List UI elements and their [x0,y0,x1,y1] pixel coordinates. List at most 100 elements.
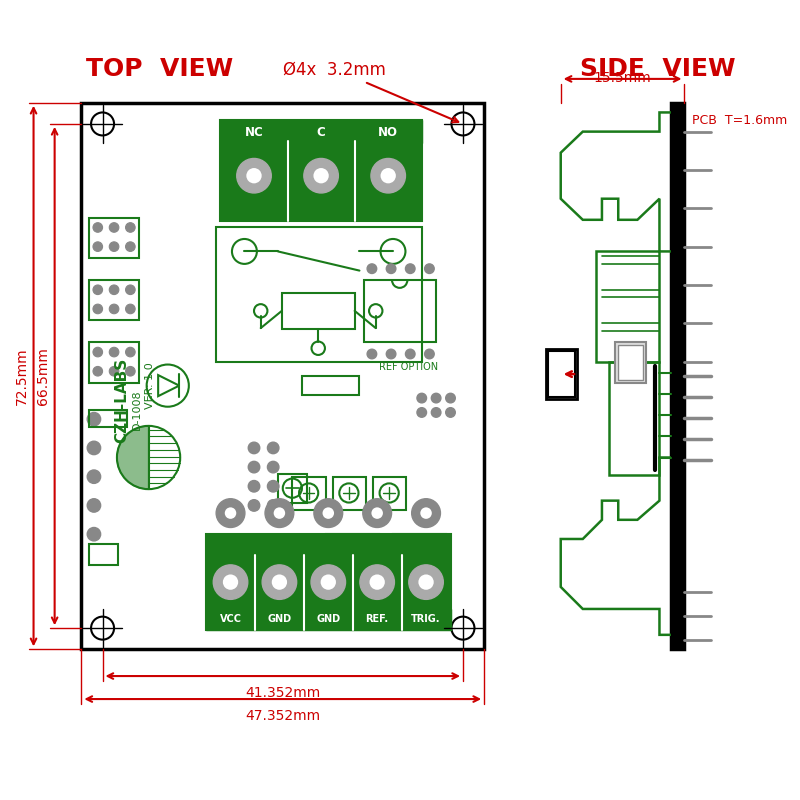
Text: 72.5mm: 72.5mm [14,347,29,405]
Circle shape [110,222,119,232]
Text: NO: NO [378,126,398,139]
Circle shape [354,559,365,570]
Circle shape [126,366,135,376]
Circle shape [304,158,338,193]
Circle shape [417,408,426,418]
Circle shape [110,347,119,357]
Circle shape [406,349,415,358]
Circle shape [418,574,434,590]
Bar [326,534,378,573]
Bar [393,534,446,573]
Circle shape [397,543,408,554]
Circle shape [267,462,279,473]
Bar [82,103,484,650]
Circle shape [126,242,135,251]
Text: Ø4x  3.2mm: Ø4x 3.2mm [282,60,386,78]
Circle shape [321,574,336,590]
Bar [282,293,354,329]
Bar [206,534,450,630]
Circle shape [93,242,102,251]
Circle shape [367,349,377,358]
Circle shape [87,498,101,512]
Bar [89,410,127,427]
Circle shape [409,565,443,599]
Bar [206,609,450,630]
Circle shape [420,507,432,519]
Circle shape [425,264,434,274]
Circle shape [451,617,474,640]
Circle shape [87,470,101,483]
Bar [216,227,422,362]
Circle shape [386,349,396,358]
Circle shape [362,498,391,527]
Text: C: C [317,126,326,139]
Text: REF OPTION: REF OPTION [378,362,438,372]
Circle shape [246,168,262,183]
Circle shape [87,442,101,454]
Circle shape [421,543,432,554]
Circle shape [446,408,455,418]
Bar [292,477,326,510]
Circle shape [223,574,238,590]
Circle shape [248,442,260,454]
Text: TRIG.: TRIG. [411,614,441,625]
Bar [221,120,422,221]
Circle shape [431,394,441,403]
Text: 15.5mm: 15.5mm [593,71,651,86]
Circle shape [237,158,271,193]
Circle shape [110,366,119,376]
Circle shape [314,168,329,183]
Circle shape [386,264,396,274]
Circle shape [267,500,279,511]
Bar [89,280,139,321]
Bar [609,362,659,474]
Bar [333,477,366,510]
Circle shape [93,304,102,314]
Circle shape [446,394,455,403]
Bar [618,346,643,380]
Text: SIDE  VIEW: SIDE VIEW [580,58,735,82]
Circle shape [397,559,408,570]
Circle shape [267,481,279,492]
Circle shape [126,304,135,314]
Text: NC: NC [245,126,263,139]
Text: D-1008: D-1008 [132,390,142,430]
Circle shape [248,462,260,473]
Circle shape [371,158,406,193]
Circle shape [417,394,426,403]
Circle shape [272,574,287,590]
Circle shape [91,617,114,640]
Circle shape [322,507,334,519]
Polygon shape [117,426,149,489]
Circle shape [311,565,346,599]
Bar [618,346,643,380]
Text: PCB  T=1.6mm: PCB T=1.6mm [692,114,787,126]
Circle shape [248,481,260,492]
Circle shape [216,498,245,527]
Text: REF.: REF. [366,614,389,625]
Circle shape [225,507,236,519]
Circle shape [126,347,135,357]
Circle shape [262,565,297,599]
Circle shape [371,507,383,519]
Circle shape [93,222,102,232]
Bar [221,120,422,143]
Text: GND: GND [316,614,340,625]
Circle shape [425,349,434,358]
Bar [548,351,575,397]
Circle shape [431,408,441,418]
Text: 41.352mm: 41.352mm [245,686,320,700]
Text: GND: GND [267,614,291,625]
Text: TOP  VIEW: TOP VIEW [86,58,234,82]
Circle shape [248,500,260,511]
Circle shape [381,168,396,183]
Bar [546,349,577,399]
Circle shape [214,565,248,599]
Circle shape [126,285,135,294]
Bar [615,342,646,382]
Circle shape [451,113,474,135]
Bar [596,251,659,362]
Circle shape [354,543,365,554]
Bar [302,376,359,395]
Text: 47.352mm: 47.352mm [245,709,320,722]
